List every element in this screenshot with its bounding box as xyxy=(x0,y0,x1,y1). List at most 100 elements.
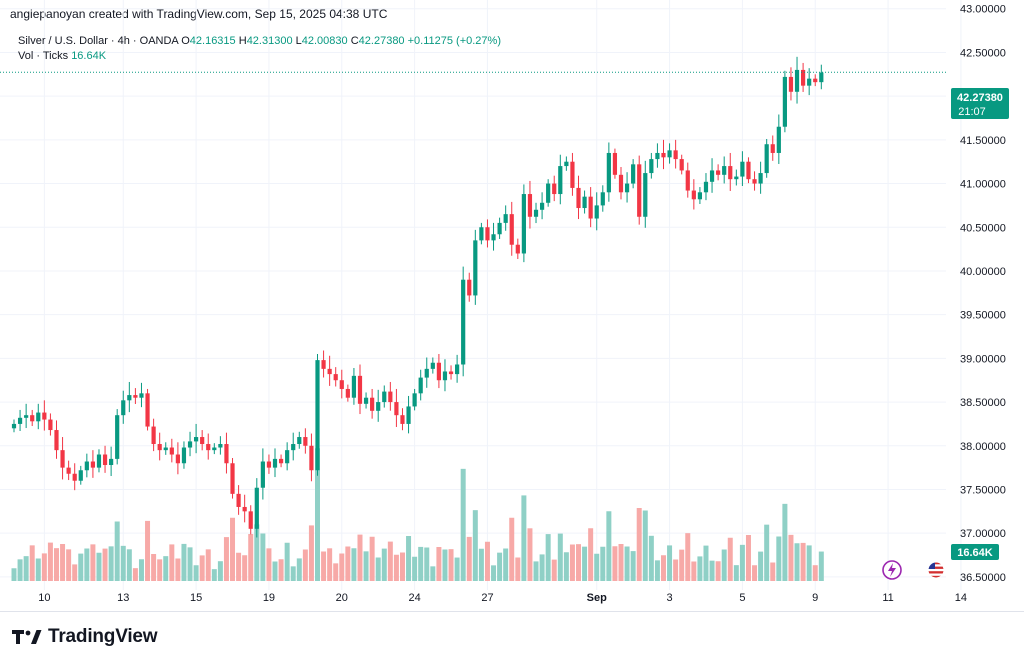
volume-bar xyxy=(764,524,770,581)
volume-bar xyxy=(35,558,41,581)
price-tick-label: 39.00000 xyxy=(960,353,1006,365)
volume-bar xyxy=(29,545,35,581)
price-tick-label: 36.50000 xyxy=(960,572,1006,584)
candle-body xyxy=(400,415,405,424)
volume-bar xyxy=(66,549,72,581)
candle-body xyxy=(224,444,229,464)
candle-body xyxy=(181,447,187,464)
candle-body xyxy=(157,444,162,451)
price-chart[interactable]: 43.0000042.5000042.0000041.5000041.00000… xyxy=(0,0,1024,612)
candle-body xyxy=(84,461,89,471)
grid-lines xyxy=(0,0,962,590)
volume-bar xyxy=(84,548,90,581)
volume-bar xyxy=(11,568,17,581)
candle-body xyxy=(473,240,478,296)
volume-bar xyxy=(557,533,563,581)
volume-bar xyxy=(296,558,302,581)
countdown-text: 21:07 xyxy=(958,106,986,118)
volume-bar xyxy=(576,544,582,581)
candle-body xyxy=(722,166,727,175)
volume-bar xyxy=(120,545,126,581)
chart-legend: Silver / U.S. Dollar · 4h · OANDA O42.16… xyxy=(18,34,501,64)
time-tick-label: 9 xyxy=(812,592,818,604)
tradingview-wordmark[interactable]: TradingView xyxy=(48,626,158,647)
volume-bar xyxy=(17,559,23,581)
candle-body xyxy=(406,406,411,424)
candle-body xyxy=(109,458,114,466)
candle-body xyxy=(624,183,630,193)
volume-bar xyxy=(673,559,679,581)
price-axis: 43.0000042.5000042.0000041.5000041.00000… xyxy=(960,4,1006,584)
volume-bar xyxy=(96,552,102,581)
volume-label[interactable]: Vol · Ticks xyxy=(18,50,69,62)
volume-bar xyxy=(290,566,296,581)
candle-body xyxy=(236,493,241,507)
close-key: C xyxy=(350,35,359,47)
volume-bar xyxy=(217,561,223,581)
volume-bar xyxy=(345,546,351,581)
high-key: H xyxy=(238,35,247,47)
candle-body xyxy=(643,173,648,217)
time-tick-label: 15 xyxy=(190,592,202,604)
volume-bar xyxy=(351,548,357,581)
candle-body xyxy=(697,192,703,200)
volume-bar xyxy=(466,536,472,581)
volume-bar xyxy=(752,565,758,581)
volume-bar xyxy=(727,537,733,581)
footer-separator xyxy=(0,611,1024,612)
candle-body xyxy=(461,279,466,365)
candle-body xyxy=(163,447,168,451)
price-tick-label: 38.50000 xyxy=(960,397,1006,409)
candle-body xyxy=(254,487,259,529)
volume-bar xyxy=(630,551,636,581)
volume-bar xyxy=(138,559,144,581)
header-caption: angiepanoyan created with TradingView.co… xyxy=(10,7,388,21)
candle-body xyxy=(151,426,156,445)
candle-body xyxy=(807,78,812,86)
volume-badge-text: 16.64K xyxy=(957,547,993,559)
volume-bar xyxy=(782,503,788,581)
volume-bar xyxy=(302,549,308,581)
lightning-icon[interactable] xyxy=(882,560,902,580)
tradingview-logo-icon[interactable] xyxy=(12,628,42,646)
volume-bar xyxy=(588,528,594,581)
candle-body xyxy=(309,445,314,471)
high-value: 42.31300 xyxy=(246,35,293,47)
volume-bar xyxy=(697,556,703,581)
us-flag-icon[interactable] xyxy=(927,561,945,579)
candle-body xyxy=(570,161,575,188)
volume-bar xyxy=(594,553,600,581)
volume-bar xyxy=(278,559,284,581)
candle-body xyxy=(546,183,551,203)
volume-bar xyxy=(551,559,557,581)
candle-body xyxy=(649,159,654,174)
candle-body xyxy=(11,423,17,429)
volume-bar xyxy=(393,554,399,581)
candle-body xyxy=(631,164,636,184)
volume-bar xyxy=(236,552,242,581)
volume-bar xyxy=(375,557,381,581)
candle-body xyxy=(558,166,563,195)
price-tick-label: 42.50000 xyxy=(960,47,1006,59)
volume-bar xyxy=(254,524,260,581)
symbol-description[interactable]: Silver / U.S. Dollar · 4h · OANDA xyxy=(18,35,179,47)
volume-bar xyxy=(272,561,278,581)
volume-bar xyxy=(436,547,442,581)
volume-bar xyxy=(812,565,818,581)
volume-bar xyxy=(800,542,806,581)
volume-bar xyxy=(211,569,217,581)
volume-bar xyxy=(660,555,666,581)
candle-body xyxy=(102,454,108,466)
time-tick-label: 24 xyxy=(408,592,420,604)
candle-body xyxy=(442,371,448,381)
last-price-badge: 42.27380 21:07 xyxy=(951,88,1009,119)
volume-bar xyxy=(23,556,29,581)
candle-body xyxy=(169,447,174,455)
candle-body xyxy=(260,461,265,488)
volume-bar xyxy=(53,548,59,581)
candle-body xyxy=(467,279,472,296)
volume-bar xyxy=(642,510,648,581)
candle-body xyxy=(363,397,369,404)
candle-body xyxy=(552,183,557,195)
candle-body xyxy=(370,397,375,411)
